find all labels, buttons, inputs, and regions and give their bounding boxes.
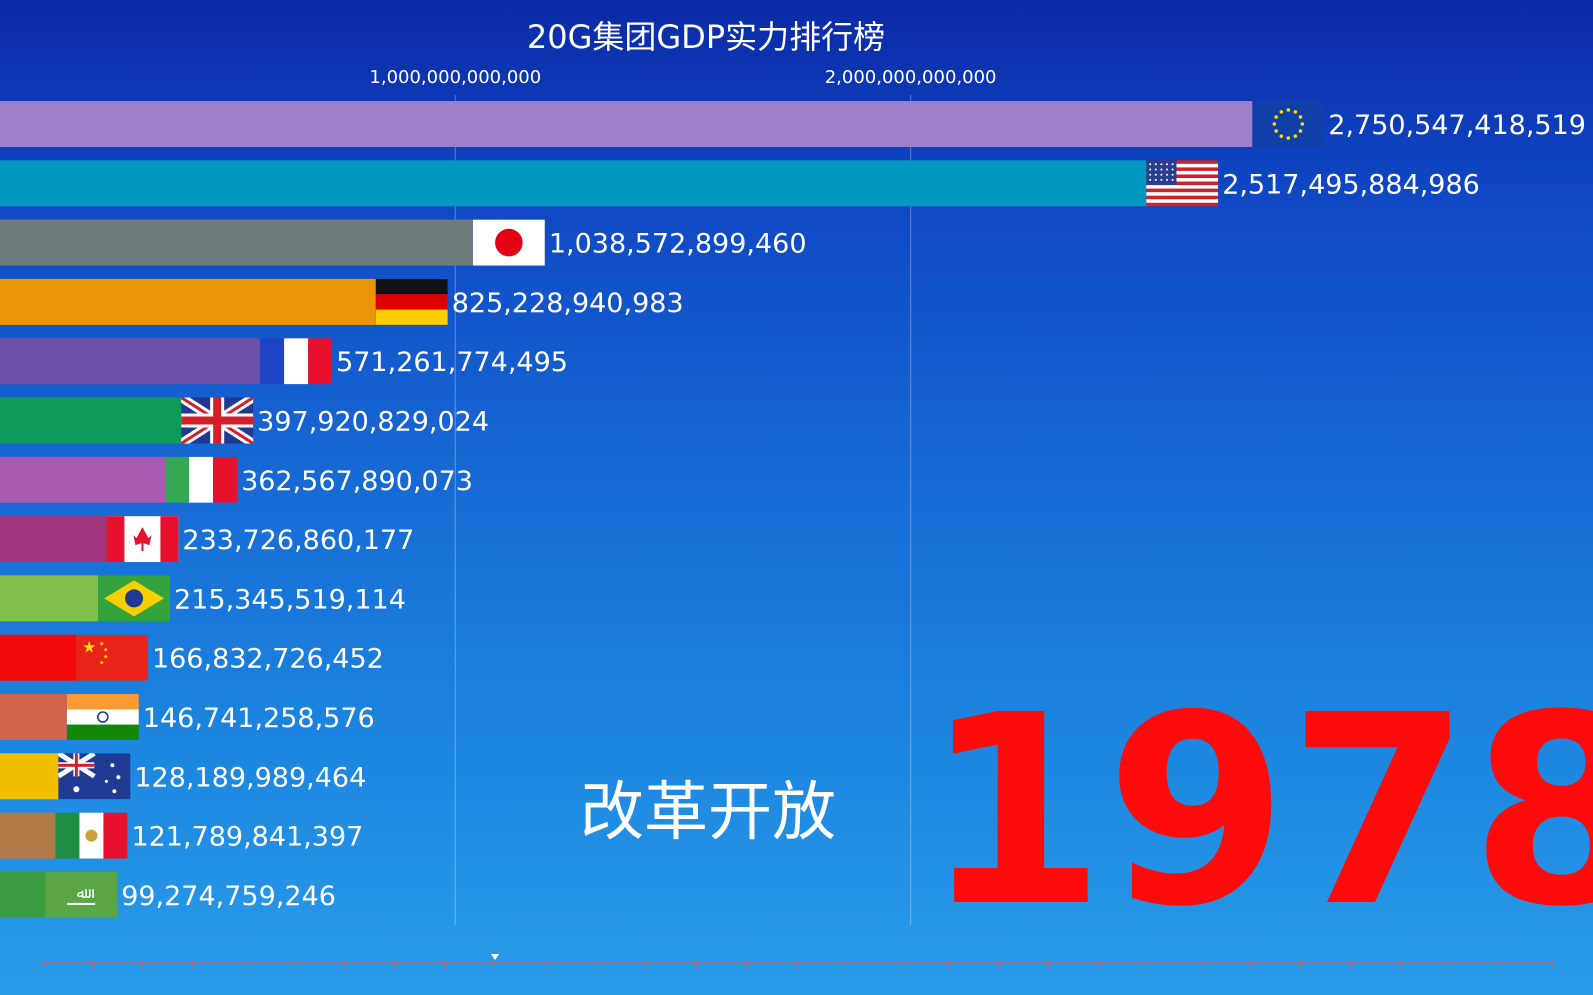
germany-flag-icon (375, 278, 448, 325)
chart-title: 20G集团GDP实力排行榜 (527, 18, 885, 56)
italy-flag-icon (165, 456, 238, 503)
bar (0, 812, 56, 859)
bar (0, 575, 99, 622)
bar (0, 101, 1253, 147)
bar (0, 397, 182, 444)
bar (0, 278, 376, 325)
svg-text:★: ★ (82, 638, 96, 657)
saudi-flag-icon: ﷲ (45, 871, 118, 918)
eu-flag-icon (1252, 101, 1325, 147)
bar-row: 2,750,547,418,519 (0, 101, 1586, 147)
bar-row: 1,038,572,899,460 (0, 219, 807, 266)
bar-row: 215,345,519,114 (0, 575, 406, 622)
svg-text:★: ★ (99, 641, 104, 648)
svg-text:★: ★ (103, 647, 108, 654)
bar-row: 121,789,841,397 (0, 812, 363, 859)
value-label: 571,261,774,495 (336, 347, 568, 378)
value-label: 146,741,258,576 (143, 703, 375, 734)
australia-flag-icon (58, 753, 131, 800)
india-flag-icon (66, 694, 139, 740)
value-label: 1,038,572,899,460 (549, 229, 807, 260)
value-label: 128,189,989,464 (134, 762, 366, 793)
bar (0, 871, 46, 918)
us-flag-icon (1146, 160, 1219, 207)
value-label: 2,517,495,884,986 (1222, 169, 1480, 200)
france-flag-icon (260, 338, 333, 385)
bar (0, 160, 1147, 207)
x-tick-label: 1,000,000,000,000 (369, 67, 541, 88)
bar (0, 219, 473, 266)
bar (0, 456, 166, 503)
bar (0, 753, 59, 800)
canada-flag-icon (106, 516, 179, 563)
bar-row: ﷲ 99,274,759,246 (0, 871, 336, 918)
bar-row: ★ ★★★★ 166,832,726,452 (0, 634, 384, 681)
bar (0, 338, 261, 385)
svg-text:★: ★ (99, 660, 104, 667)
x-tick-label: 2,000,000,000,000 (825, 67, 997, 88)
japan-flag-icon (472, 219, 545, 266)
bar-row: 128,189,989,464 (0, 753, 366, 800)
value-label: 233,726,860,177 (182, 525, 414, 556)
value-label: 215,345,519,114 (174, 584, 406, 615)
bars: 2,750,547,418,519 2,517,495,884,986 1,038,… (0, 101, 1586, 918)
value-label: 397,920,829,024 (257, 407, 489, 438)
svg-text:★: ★ (103, 654, 108, 661)
timeline-handle[interactable] (491, 954, 499, 960)
value-label: 99,274,759,246 (121, 881, 336, 912)
annotation-caption: 改革开放 (580, 776, 836, 850)
uk-flag-icon (181, 397, 254, 444)
value-label: 825,228,940,983 (452, 288, 684, 319)
bar (0, 634, 76, 681)
bar-row: 233,726,860,177 (0, 516, 414, 563)
bar (0, 516, 107, 563)
china-flag-icon: ★ ★★★★ (75, 634, 148, 681)
x-axis: 1,000,000,000,000 2,000,000,000,000 (369, 67, 996, 925)
bar-row: 571,261,774,495 (0, 338, 568, 385)
mexico-flag-icon (55, 812, 128, 859)
bar (0, 694, 67, 740)
bar-row: 146,741,258,576 (0, 694, 375, 740)
timeline-slider[interactable] (41, 954, 1553, 967)
value-label: 121,789,841,397 (131, 822, 363, 853)
current-year-label: 1978 (923, 659, 1593, 964)
bar-row: 825,228,940,983 (0, 278, 684, 325)
value-label: 362,567,890,073 (241, 466, 473, 497)
brazil-flag-icon (98, 575, 171, 622)
bar-row: 362,567,890,073 (0, 456, 473, 503)
value-label: 2,750,547,418,519 (1328, 110, 1586, 141)
bar-row: 397,920,829,024 (0, 397, 489, 444)
value-label: 166,832,726,452 (152, 644, 384, 675)
bar-row: 2,517,495,884,986 (0, 160, 1480, 207)
